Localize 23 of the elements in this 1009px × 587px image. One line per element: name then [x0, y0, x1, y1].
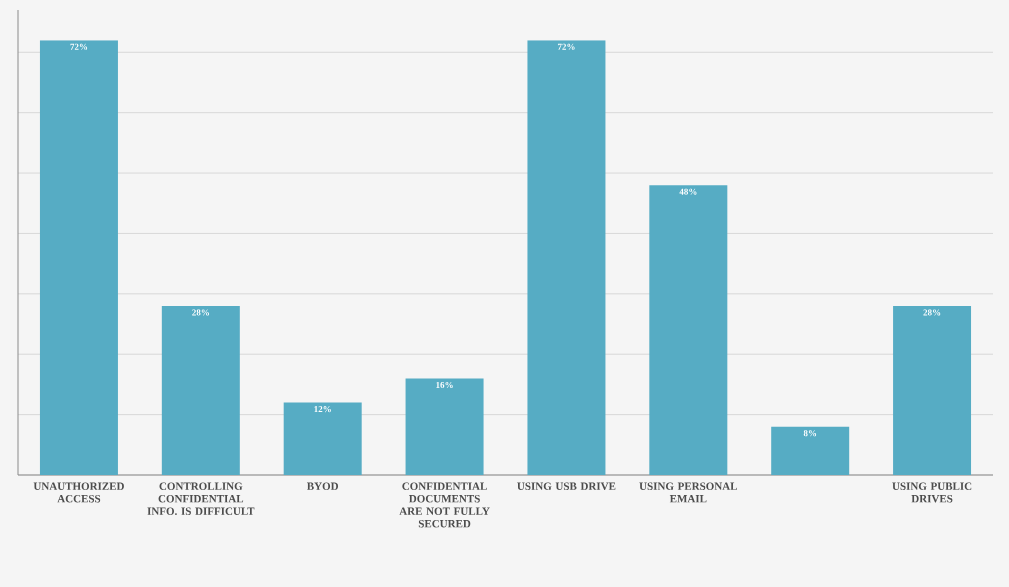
- data-label: 72%: [70, 43, 88, 50]
- x-tick-label: USING PUBLIC DRIVES: [892, 482, 972, 503]
- bar: [649, 185, 728, 475]
- data-label: 28%: [923, 309, 941, 316]
- data-label: 72%: [557, 43, 575, 50]
- bar: [893, 305, 972, 475]
- bar: [283, 402, 362, 475]
- data-label: 28%: [192, 309, 209, 316]
- bar: [39, 40, 118, 475]
- x-tick-label: CONFIDENTIAL DOCUMENTS ARE NOT FULLY SECURED: [399, 482, 490, 528]
- x-tick-label: BYOD: [306, 482, 339, 490]
- data-label: 12%: [314, 406, 331, 413]
- data-label: 48%: [679, 188, 697, 195]
- bar: [161, 305, 240, 475]
- data-label: 8%: [803, 430, 817, 437]
- x-tick-label: CONTROLLING CONFIDENTIAL INFO. IS DIFFICULT: [147, 482, 255, 515]
- x-tick-label: USING USB DRIVE: [517, 482, 616, 490]
- bar: [405, 378, 484, 475]
- data-label: 16%: [436, 381, 453, 389]
- bar: [527, 40, 606, 475]
- bar: [771, 426, 850, 475]
- x-tick-label: USING PERSONAL EMAIL: [639, 482, 738, 503]
- x-tick-label: UNAUTHORIZED ACCESS: [33, 482, 124, 503]
